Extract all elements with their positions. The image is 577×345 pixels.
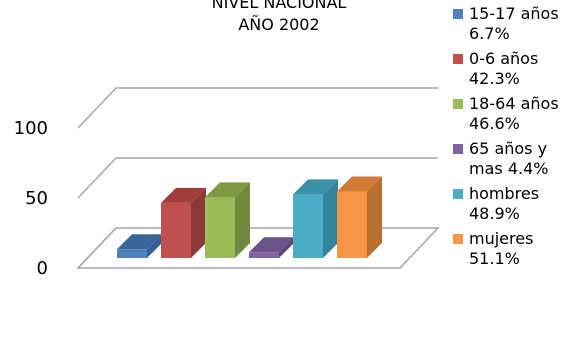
chart-title-line: AÑO 2002: [238, 15, 319, 34]
legend-swatch: [453, 144, 463, 154]
y-tick-label: 0: [37, 258, 48, 279]
bar-front: [293, 194, 323, 258]
bar-front: [161, 202, 191, 258]
legend-item-mujeres: mujeres 51.1%: [453, 229, 577, 269]
legend-label: 18-64 años: [469, 94, 559, 113]
legend-value: mas 4.4%: [469, 159, 549, 178]
legend-label: 0-6 años: [469, 49, 539, 68]
legend-label: hombres: [469, 184, 540, 203]
bar-top: [249, 237, 294, 253]
legend-item-0-6: 0-6 años 42.3%: [453, 49, 577, 89]
bar-top: [337, 176, 382, 192]
plot-area: NIVEL NACIONAL AÑO 2002 0 50 100: [14, 0, 440, 279]
bar-top: [293, 179, 338, 195]
bar-side: [323, 179, 338, 258]
legend-value: 46.6%: [469, 114, 520, 133]
bar-top: [117, 234, 162, 250]
wall-edge: [77, 227, 117, 269]
bar-top: [161, 187, 206, 203]
legend-item-15-17: 15-17 años 6.7%: [453, 4, 577, 44]
legend-value: 51.1%: [469, 249, 520, 268]
legend-item-65: 65 años y mas 4.4%: [453, 139, 577, 179]
gridline: [77, 157, 438, 199]
legend-label: 65 años y: [469, 139, 548, 158]
y-tick-label: 100: [14, 118, 48, 139]
gridline: [77, 87, 438, 129]
bar-side: [191, 187, 206, 258]
bar-front: [249, 252, 279, 258]
bar-front: [337, 191, 367, 258]
chart-title-line: NIVEL NACIONAL: [212, 0, 347, 12]
bar-side: [147, 234, 162, 258]
legend-swatch: [453, 9, 463, 19]
legend-value: 48.9%: [469, 204, 520, 223]
bar-front: [205, 197, 235, 258]
legend-swatch: [453, 189, 463, 199]
bar-side: [367, 176, 382, 258]
bar-top: [205, 182, 250, 198]
legend-swatch: [453, 54, 463, 64]
legend-swatch: [453, 99, 463, 109]
legend: 15-17 años 6.7% 0-6 años 42.3% 18-64 año…: [453, 4, 577, 274]
legend-swatch: [453, 234, 463, 244]
bar-side: [235, 182, 250, 258]
legend-label: 15-17 años: [469, 4, 559, 23]
bar-front: [117, 249, 147, 258]
y-tick-label: 50: [25, 188, 48, 209]
legend-label: mujeres: [469, 229, 534, 248]
legend-item-18-64: 18-64 años 46.6%: [453, 94, 577, 134]
legend-value: 42.3%: [469, 69, 520, 88]
legend-item-hombres: hombres 48.9%: [453, 184, 577, 224]
bar-side: [279, 237, 294, 258]
legend-value: 6.7%: [469, 24, 510, 43]
